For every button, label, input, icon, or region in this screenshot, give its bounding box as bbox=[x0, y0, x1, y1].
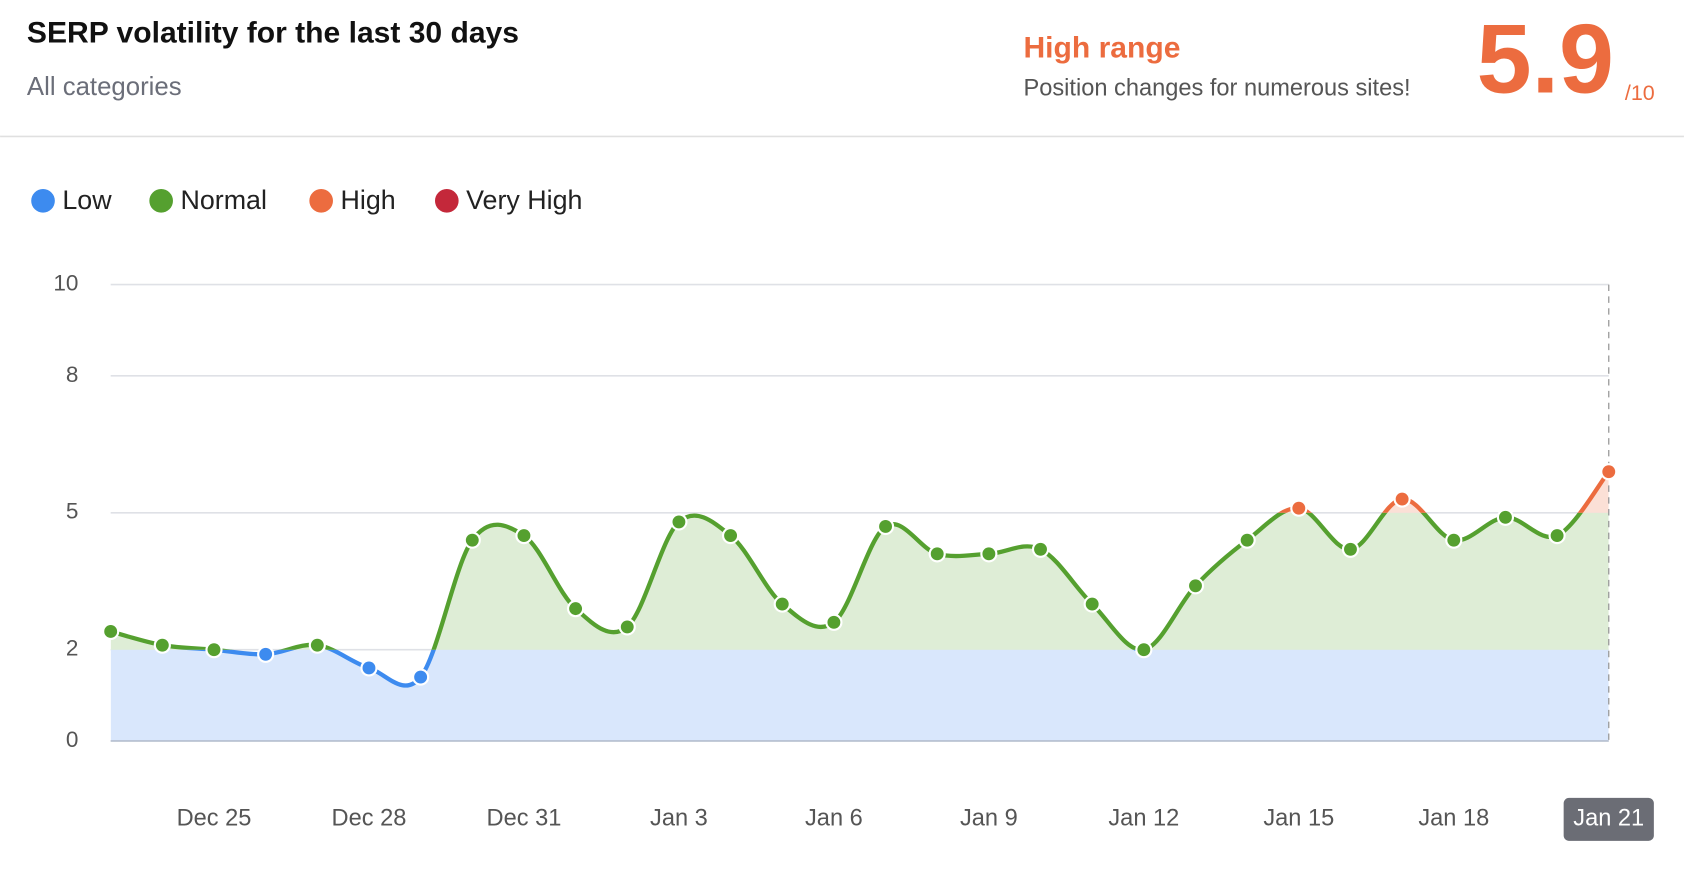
score: 5.9 bbox=[1477, 4, 1614, 114]
point bbox=[1341, 540, 1360, 558]
legend-marker bbox=[31, 189, 55, 213]
point bbox=[1393, 490, 1411, 508]
point bbox=[1548, 527, 1566, 545]
point bbox=[1135, 641, 1153, 659]
x-tick-label: Jan 18 bbox=[1418, 806, 1489, 832]
y-tick-label: 5 bbox=[66, 499, 79, 524]
legend-marker bbox=[309, 189, 333, 213]
point bbox=[670, 513, 688, 531]
point bbox=[567, 600, 585, 618]
point bbox=[980, 545, 998, 563]
point bbox=[1290, 499, 1308, 517]
y-tick-label: 0 bbox=[66, 727, 79, 752]
point bbox=[1600, 463, 1618, 481]
point bbox=[1031, 540, 1050, 558]
point bbox=[308, 636, 326, 654]
point bbox=[721, 527, 740, 545]
x-tick-label: Jan 3 bbox=[650, 806, 708, 832]
score-scale: /10 bbox=[1625, 81, 1655, 105]
point bbox=[257, 645, 275, 663]
y-tick-label: 10 bbox=[53, 271, 78, 296]
point bbox=[1445, 531, 1463, 549]
point bbox=[1496, 508, 1515, 526]
point bbox=[412, 668, 430, 686]
legend-label: Normal bbox=[180, 185, 266, 215]
point bbox=[825, 613, 843, 631]
point bbox=[618, 618, 636, 636]
band-area bbox=[110, 471, 1609, 513]
x-tick-label: Jan 15 bbox=[1263, 806, 1334, 832]
band-area bbox=[110, 512, 1609, 650]
x-tick-label: Jan 6 bbox=[805, 806, 863, 832]
point bbox=[153, 636, 171, 654]
point bbox=[876, 517, 895, 536]
point bbox=[515, 527, 533, 545]
x-tick-label: Dec 31 bbox=[487, 806, 562, 832]
legend-marker bbox=[149, 189, 173, 213]
point bbox=[102, 622, 120, 641]
x-tick-label: Jan 12 bbox=[1108, 806, 1179, 832]
x-label-highlight bbox=[1563, 797, 1654, 841]
x-tick-label: Dec 25 bbox=[177, 806, 252, 832]
point bbox=[773, 595, 791, 613]
band-area bbox=[110, 649, 1609, 741]
point bbox=[1238, 531, 1256, 549]
y-tick-label: 8 bbox=[66, 362, 79, 387]
line bbox=[182, 649, 1150, 688]
status-text: Position changes for numerous sites! bbox=[1023, 75, 1410, 101]
y-tick-label: 2 bbox=[66, 636, 79, 661]
legend-label: Very High bbox=[466, 185, 582, 215]
point bbox=[205, 641, 223, 659]
point bbox=[360, 659, 378, 677]
band-area bbox=[111, 285, 1609, 376]
point bbox=[1083, 595, 1101, 613]
legend-label: Low bbox=[62, 185, 112, 215]
title: SERP volatility for the last 30 days bbox=[27, 16, 519, 49]
point bbox=[463, 531, 481, 549]
x-tick-label: Dec 28 bbox=[332, 806, 407, 832]
x-tick-label: Jan 21 bbox=[1573, 806, 1644, 832]
status: High range bbox=[1023, 31, 1180, 64]
point bbox=[928, 545, 946, 563]
subtitle: All categories bbox=[27, 73, 182, 101]
x-tick-label: Jan 9 bbox=[960, 806, 1018, 832]
point bbox=[1186, 577, 1205, 595]
line bbox=[110, 512, 1583, 650]
legend-marker bbox=[434, 189, 459, 213]
legend-label: High bbox=[340, 185, 395, 215]
